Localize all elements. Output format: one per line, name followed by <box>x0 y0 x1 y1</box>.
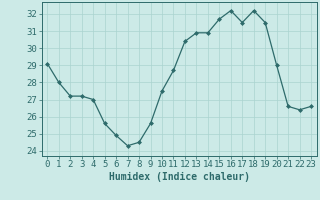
X-axis label: Humidex (Indice chaleur): Humidex (Indice chaleur) <box>109 172 250 182</box>
